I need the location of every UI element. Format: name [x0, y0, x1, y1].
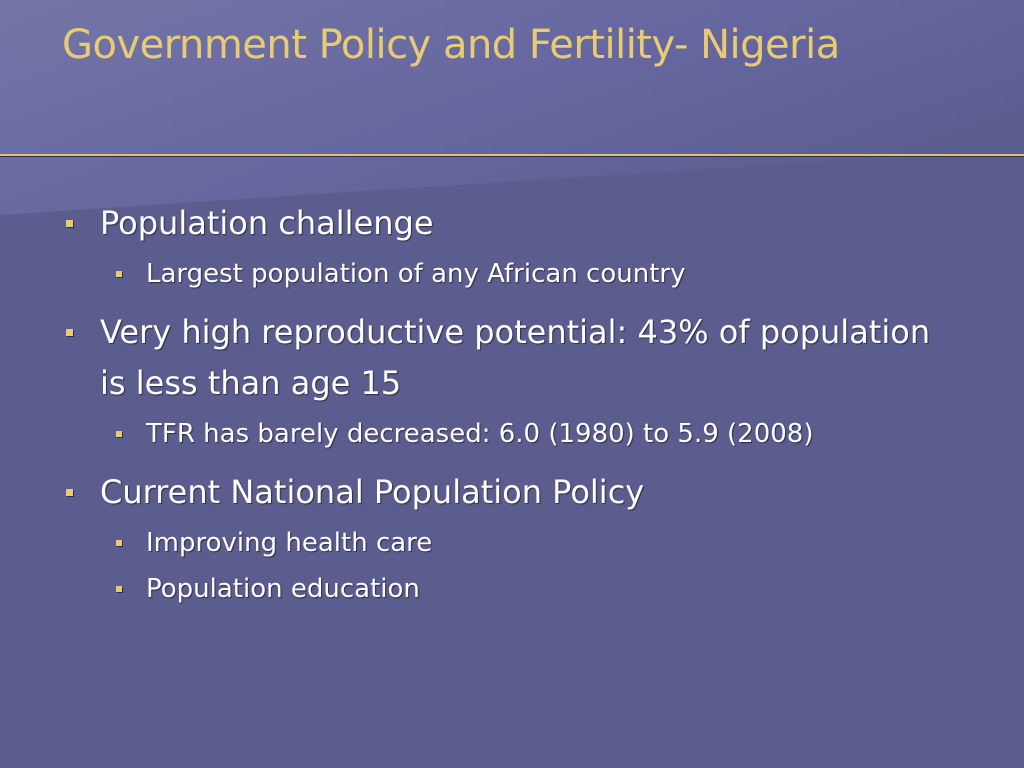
slide-title: Government Policy and Fertility- Nigeria	[62, 22, 840, 68]
bullet-item: Population challenge	[66, 198, 950, 249]
square-bullet-icon	[116, 540, 122, 546]
sub-bullet-item: Improving health care	[116, 522, 946, 564]
bullet-text: Very high reproductive potential: 43% of…	[100, 313, 931, 402]
bullet-item: Current National Population Policy	[66, 467, 950, 518]
square-bullet-icon	[66, 220, 73, 227]
bullet-text: Current National Population Policy	[100, 473, 645, 511]
bullet-text: Population challenge	[100, 204, 434, 242]
bullet-text: TFR has barely decreased: 6.0 (1980) to …	[146, 419, 814, 449]
bullet-item: Very high reproductive potential: 43% of…	[66, 307, 950, 409]
bullet-text: Population education	[146, 574, 420, 604]
square-bullet-icon	[66, 329, 73, 336]
sub-bullet-item: Population education	[116, 568, 946, 610]
bullet-list: Population challenge Largest population …	[0, 198, 1024, 610]
square-bullet-icon	[116, 271, 122, 277]
bullet-text: Largest population of any African countr…	[146, 259, 686, 289]
square-bullet-icon	[116, 431, 122, 437]
title-divider	[0, 154, 1024, 156]
sub-bullet-item: Largest population of any African countr…	[116, 253, 946, 295]
bullet-text: Improving health care	[146, 528, 433, 558]
square-bullet-icon	[116, 586, 122, 592]
sub-bullet-item: TFR has barely decreased: 6.0 (1980) to …	[116, 413, 946, 455]
square-bullet-icon	[66, 489, 73, 496]
